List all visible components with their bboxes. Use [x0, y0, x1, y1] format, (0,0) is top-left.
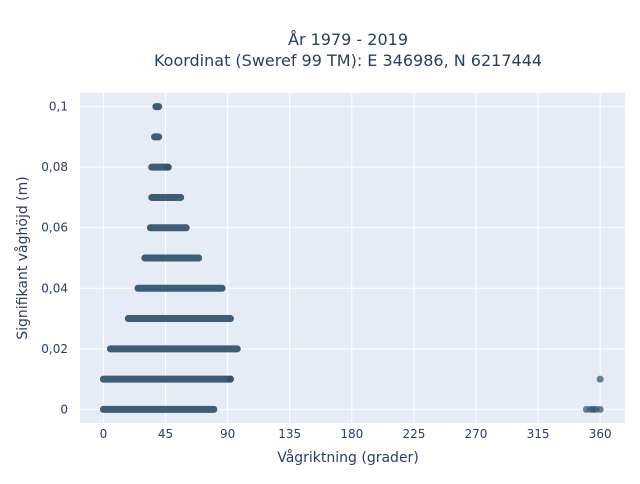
- x-tick-label: 180: [340, 427, 363, 441]
- data-bands: [99, 103, 241, 413]
- chart-title-line2: Koordinat (Sweref 99 TM): E 346986, N 62…: [154, 51, 542, 70]
- x-tick-label: 315: [527, 427, 550, 441]
- data-point: [596, 405, 604, 413]
- y-tick-label: 0,08: [41, 160, 68, 174]
- y-tick-label: 0,06: [41, 221, 68, 235]
- tick-labels: 0 45 90 135 180 225 270 315 360 0 0,02 0,04 0,06 0,08…: [41, 100, 611, 441]
- data-point: [226, 375, 234, 383]
- x-tick-label: 90: [220, 427, 235, 441]
- chart-title-line1: År 1979 - 2019: [288, 30, 408, 49]
- y-tick-label: 0,04: [41, 281, 68, 295]
- x-tick-label: 360: [589, 427, 612, 441]
- data-point: [163, 163, 171, 171]
- x-tick-label: 135: [278, 427, 301, 441]
- y-tick-label: 0,1: [49, 100, 68, 114]
- y-tick-label: 0,02: [41, 342, 68, 356]
- data-point: [596, 375, 604, 383]
- y-tick-label: 0: [60, 402, 68, 416]
- x-tick-label: 45: [158, 427, 173, 441]
- y-axis-title: Signifikant våghöjd (m): [14, 176, 31, 339]
- x-tick-label: 225: [402, 427, 425, 441]
- gridlines: [80, 93, 625, 423]
- data-points: [163, 163, 604, 413]
- x-tick-label: 270: [465, 427, 488, 441]
- x-tick-label: 0: [100, 427, 108, 441]
- x-axis-title: Vågriktning (grader): [277, 449, 419, 466]
